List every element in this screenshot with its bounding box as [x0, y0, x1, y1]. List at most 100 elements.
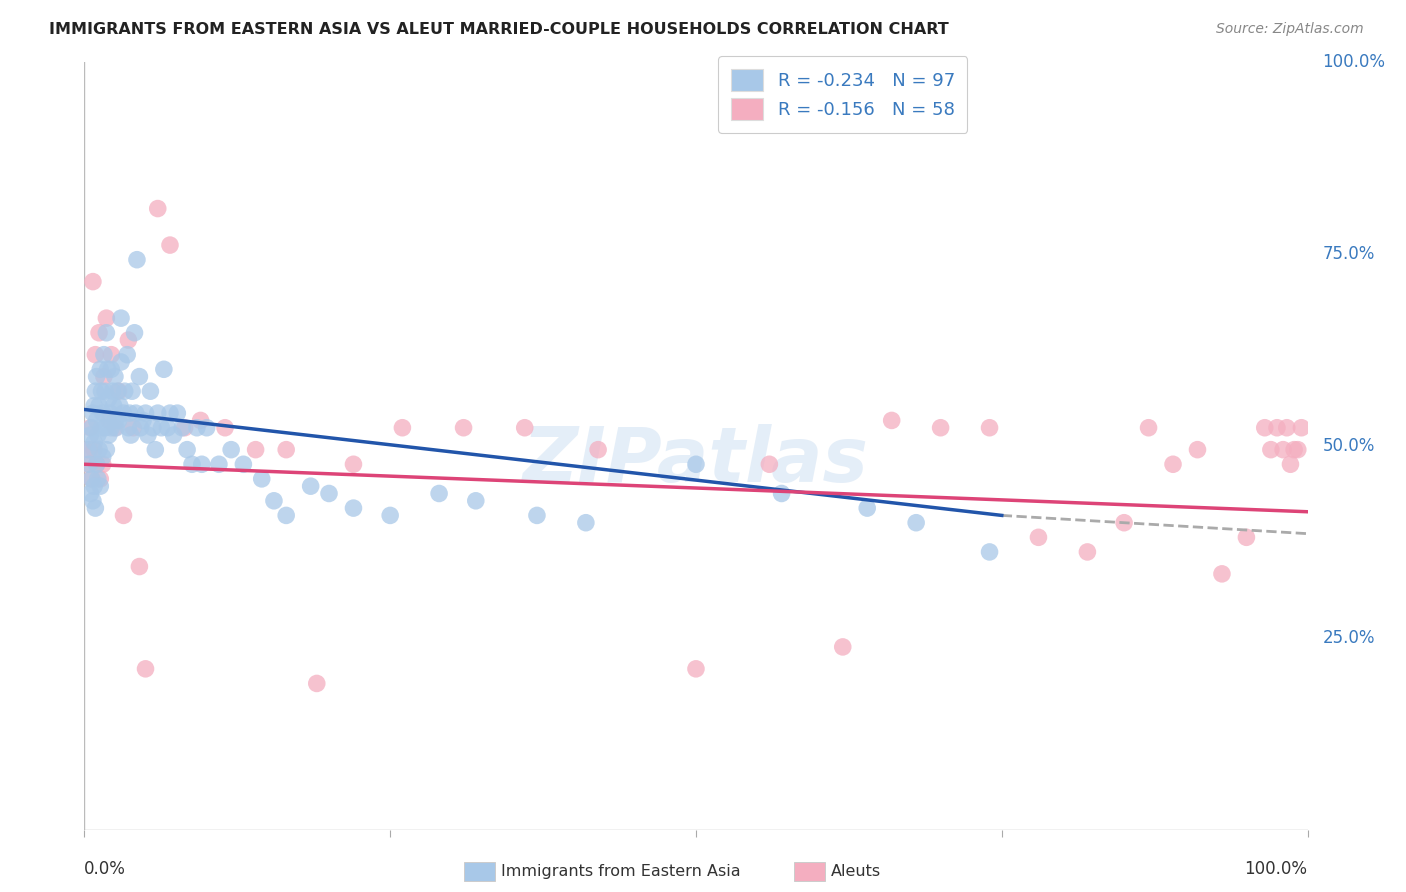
Point	[83, 435, 105, 450]
Point	[1137, 421, 1160, 435]
Point	[208, 457, 231, 471]
Point	[159, 406, 181, 420]
Point	[90, 421, 112, 435]
Point	[1282, 442, 1305, 457]
Point	[299, 479, 322, 493]
Point	[685, 662, 707, 676]
Point	[1114, 516, 1136, 530]
Point	[1291, 421, 1313, 435]
Point	[232, 457, 254, 471]
Point	[87, 326, 110, 340]
Point	[305, 676, 328, 690]
Point	[250, 472, 273, 486]
Point	[245, 442, 267, 457]
Point	[1272, 442, 1295, 457]
Point	[380, 508, 402, 523]
Point	[831, 640, 853, 654]
Point	[77, 442, 100, 457]
Point	[318, 486, 340, 500]
Point	[93, 369, 115, 384]
Point	[86, 413, 108, 427]
Point	[87, 472, 110, 486]
Point	[89, 472, 111, 486]
Point	[83, 479, 105, 493]
Point	[112, 508, 135, 523]
Text: Aleuts: Aleuts	[831, 864, 882, 879]
Point	[97, 362, 120, 376]
Point	[91, 450, 114, 464]
Point	[586, 442, 609, 457]
Point	[150, 421, 173, 435]
Point	[526, 508, 548, 523]
Point	[1028, 530, 1050, 544]
Point	[83, 442, 105, 457]
Point	[108, 399, 131, 413]
Point	[391, 421, 413, 435]
Point	[342, 501, 364, 516]
Point	[191, 457, 214, 471]
Point	[1076, 545, 1098, 559]
Point	[79, 421, 101, 435]
Point	[128, 369, 150, 384]
Point	[80, 421, 103, 435]
Point	[97, 392, 120, 406]
Point	[80, 472, 103, 486]
Text: IMMIGRANTS FROM EASTERN ASIA VS ALEUT MARRIED-COUPLE HOUSEHOLDS CORRELATION CHAR: IMMIGRANTS FROM EASTERN ASIA VS ALEUT MA…	[49, 22, 949, 37]
Point	[114, 384, 136, 399]
Point	[136, 428, 159, 442]
Point	[195, 421, 218, 435]
Point	[87, 428, 110, 442]
Point	[101, 384, 124, 399]
Point	[1260, 442, 1282, 457]
Point	[139, 384, 162, 399]
Point	[93, 348, 115, 362]
Point	[94, 384, 117, 399]
Point	[172, 421, 194, 435]
Point	[110, 355, 132, 369]
Point	[856, 501, 879, 516]
Point	[125, 252, 148, 267]
Point	[146, 202, 169, 216]
Point	[91, 406, 114, 420]
Text: 100.0%: 100.0%	[1244, 860, 1308, 879]
Point	[86, 457, 108, 471]
Point	[77, 457, 100, 471]
Point	[110, 311, 132, 326]
Point	[100, 348, 122, 362]
Point	[82, 406, 104, 420]
Point	[77, 442, 100, 457]
Point	[132, 413, 155, 427]
Point	[153, 362, 176, 376]
Point	[1187, 442, 1209, 457]
Point	[1254, 421, 1277, 435]
Point	[190, 413, 212, 427]
Point	[124, 326, 146, 340]
Point	[104, 369, 127, 384]
Point	[453, 421, 475, 435]
Point	[146, 406, 169, 420]
Point	[84, 501, 107, 516]
Point	[979, 421, 1001, 435]
Point	[166, 406, 188, 420]
Point	[84, 384, 107, 399]
Point	[121, 384, 143, 399]
Point	[97, 413, 120, 427]
Point	[513, 421, 536, 435]
Point	[979, 545, 1001, 559]
Point	[173, 421, 195, 435]
Point	[575, 516, 598, 530]
Point	[142, 421, 165, 435]
Point	[104, 413, 127, 427]
Text: 50.0%: 50.0%	[1322, 437, 1375, 455]
Point	[263, 493, 285, 508]
Point	[143, 442, 166, 457]
Point	[96, 311, 118, 326]
Point	[159, 238, 181, 252]
Point	[77, 457, 100, 471]
Point	[163, 428, 186, 442]
Point	[181, 457, 204, 471]
Point	[128, 559, 150, 574]
Point	[1161, 457, 1184, 471]
Point	[90, 384, 112, 399]
Point	[1236, 530, 1258, 544]
